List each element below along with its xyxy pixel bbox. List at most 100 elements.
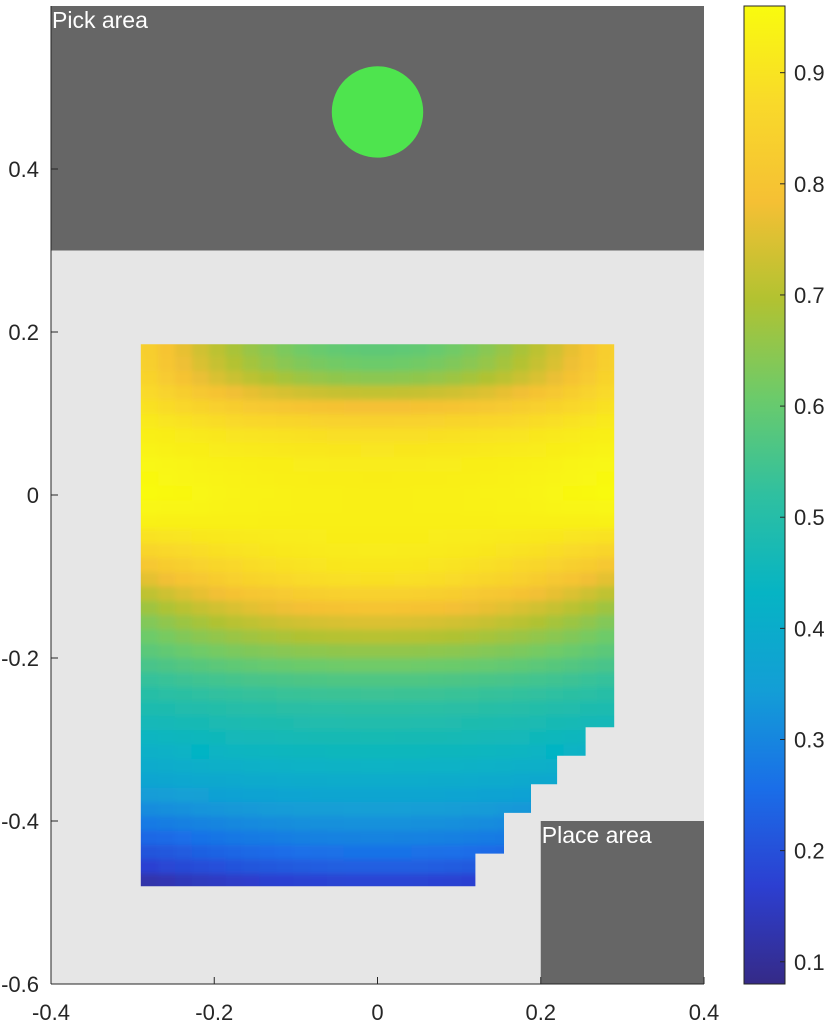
heatmap-cell [428,715,446,731]
heatmap-cell [461,399,480,415]
heatmap-cell [563,414,581,430]
heatmap-cell [225,859,244,875]
heatmap-cell [461,816,480,832]
heatmap-cell [444,414,463,430]
heatmap-cell [377,356,395,372]
heatmap-cell [158,830,176,846]
heatmap-cell [242,371,261,386]
heatmap-cell [461,442,480,458]
heatmap-cell [242,514,261,530]
heatmap-cell [326,500,345,516]
heatmap-cell [242,801,261,817]
heatmap-cell [259,643,277,659]
heatmap-cell [512,687,530,702]
heatmap-cell [394,816,412,832]
heatmap-cell [529,457,547,473]
heatmap-cell [208,629,227,645]
heatmap-cell [293,399,311,415]
heatmap-cell [478,414,497,430]
heatmap-cell [444,428,463,444]
heatmap-cell [225,600,244,616]
heatmap-cell [563,428,581,444]
heatmap-cell [428,385,446,401]
heatmap-cell [495,615,514,631]
heatmap-cell [141,471,159,487]
heatmap-cell [225,414,244,430]
heatmap-cell [360,801,379,817]
heatmap-cell [444,529,463,544]
heatmap-cell [158,701,176,717]
heatmap-cell [175,385,193,401]
heatmap-cell [276,442,294,458]
heatmap-cell [276,514,294,530]
heatmap-cell [478,399,497,415]
heatmap-cell [293,873,311,887]
heatmap-cell [310,730,328,746]
heatmap-cell [310,385,328,401]
heatmap-cell [478,572,497,588]
heatmap-cell [377,658,395,674]
heatmap-cell [343,715,362,731]
heatmap-cell [141,399,159,415]
heatmap-cell [546,600,564,616]
heatmap-cell [208,414,227,430]
heatmap-cell [377,816,395,832]
heatmap-cell [512,457,530,473]
heatmap-cell [377,428,395,444]
heatmap-cell [613,600,615,616]
heatmap-cell [478,629,497,645]
heatmap-cell [191,600,210,616]
heatmap-cell [529,344,547,358]
colorbar: 0.1 0.2 0.3 0.4 0.5 0.6 0.7 0.8 0.9 [743,5,825,985]
heatmap-cell [563,672,581,688]
heatmap-cell [141,787,159,803]
heatmap-cell [343,643,362,659]
heatmap-cell [512,399,530,415]
heatmap-cell [343,399,362,415]
heatmap-cell [310,801,328,817]
heatmap-cell [377,715,395,731]
heatmap-cell [191,773,210,789]
heatmap-cell [394,701,412,717]
heatmap-cell [326,787,345,803]
heatmap-cell [546,457,564,473]
heatmap-cell [394,572,412,588]
heatmap-cell [141,658,159,674]
heatmap-cell [343,514,362,530]
heatmap-cell [208,801,227,817]
heatmap-cell [310,701,328,717]
heatmap-cell [546,557,564,573]
heatmap-cell [310,773,328,789]
heatmap-cell [377,701,395,717]
heatmap-cell [596,344,615,358]
heatmap-cell [259,715,277,731]
heatmap-cell [360,572,379,588]
heatmap-cell [276,543,294,559]
heatmap-cell [428,529,446,544]
heatmap-cell [225,744,244,760]
heatmap-cell [191,701,210,717]
heatmap-cell [326,399,345,415]
heatmap-cell [326,442,345,458]
heatmap-cell [478,344,497,358]
heatmap-cell [411,471,429,487]
heatmap-cell [276,658,294,674]
heatmap-cell [141,514,159,530]
heatmap-cell [191,845,210,860]
heatmap-cell [394,344,412,358]
heatmap-cell [613,687,615,702]
heatmap-cell [495,715,514,731]
heatmap-cell [529,500,547,516]
heatmap-cell [428,600,446,616]
heatmap-cell [259,658,277,674]
heatmap-cell [478,485,497,501]
heatmap-cell [461,830,480,846]
heatmap-cell [175,730,193,746]
heatmap-cell [495,773,514,789]
heatmap-cell [242,758,261,774]
heatmap-cell [259,543,277,559]
heatmap-cell [394,485,412,501]
heatmap-cell [428,457,446,473]
heatmap-cell [175,801,193,817]
heatmap-cell [225,672,244,688]
